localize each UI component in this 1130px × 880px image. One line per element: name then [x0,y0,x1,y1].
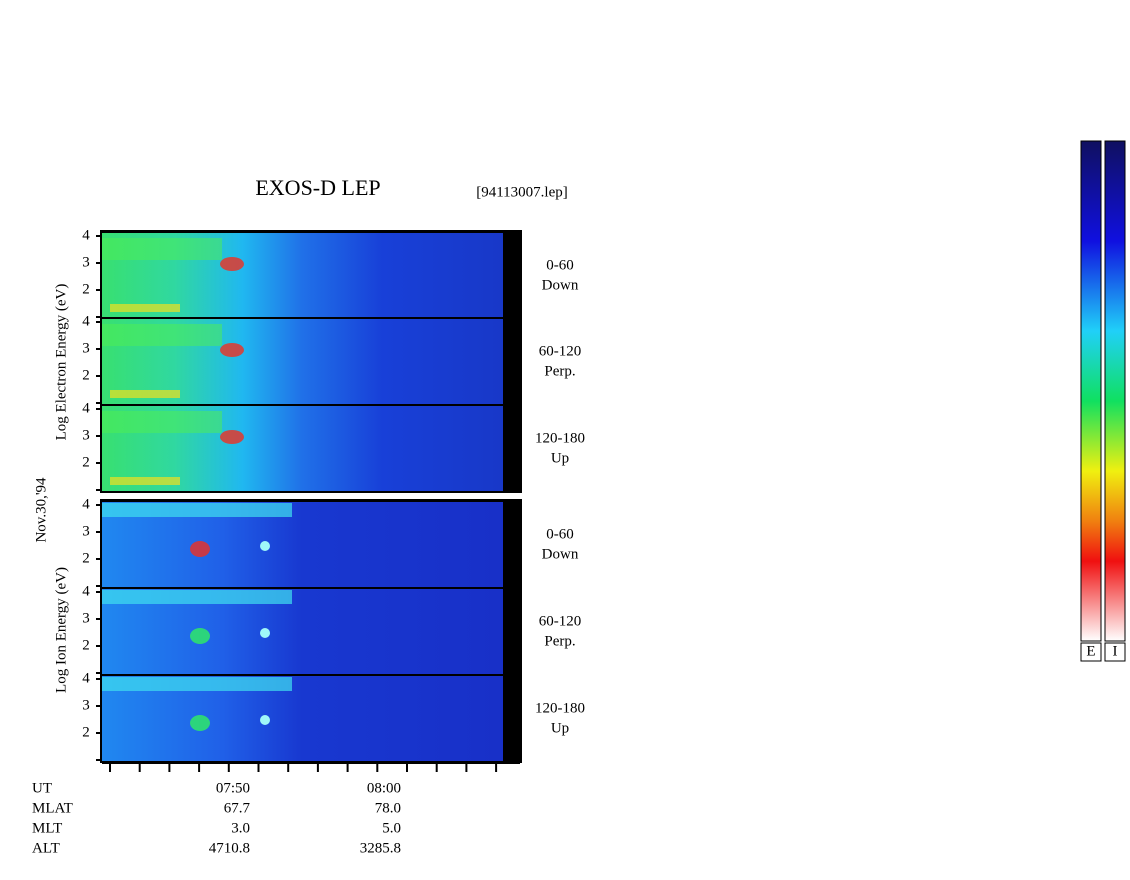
feature [190,628,210,644]
time-ticks [109,763,498,772]
panel-direction: Down [542,277,579,293]
data-gap [503,318,520,404]
time-table-cell: 07:50 [216,780,250,796]
data-gap [503,675,520,761]
electron-axis-label: Log Electron Energy (eV) [53,284,69,441]
time-table-cell: 3.0 [231,820,250,836]
feature [110,390,180,398]
time-table-cell: 4710.8 [209,840,250,856]
y-tick-label: 2 [82,637,90,653]
feature [220,430,244,444]
feature [102,590,292,604]
panel-range: 60-120 [539,343,582,359]
panel-direction: Up [551,450,569,466]
feature [102,238,222,260]
y-tick-label: 4 [82,227,90,243]
feature [220,257,244,271]
feature [102,324,222,346]
feature [102,677,292,691]
panel-range: 120-180 [535,430,585,446]
y-tick-label: 3 [82,427,90,443]
y-tick-label: 4 [82,496,90,512]
y-tick-label: 3 [82,610,90,626]
feature [102,411,222,433]
panel-range: 60-120 [539,613,582,629]
y-tick-label: 2 [82,550,90,566]
feature [190,541,210,557]
data-gap [503,232,520,318]
date: Nov.30,'94 [33,477,49,543]
time-table-cell: UT [32,780,52,796]
y-tick-label: 3 [82,523,90,539]
data-gap [503,501,520,587]
y-tick-label: 4 [82,670,90,686]
y-tick-label: 2 [82,724,90,740]
feature [220,343,244,357]
time-table-cell: MLAT [32,800,73,816]
panel-range: 120-180 [535,700,585,716]
feature [260,628,270,638]
y-tick-label: 4 [82,400,90,416]
panel-direction: Down [542,546,579,562]
colorbar [1080,140,1102,642]
panel-range: 0-60 [546,257,574,273]
data-gap [503,405,520,491]
feature [110,304,180,312]
panels: 4 3 2 0-60 Down 4 3 2 60-120 Perp. 4 3 2 120-180 Up 4 3 2… [82,227,585,763]
panel-range: 0-60 [546,526,574,542]
y-tick-label: 3 [82,697,90,713]
time-table-cell: 67.7 [224,800,251,816]
time-table-cell: 3285.8 [360,840,401,856]
time-table-cell: 5.0 [382,820,401,836]
data-gap [503,588,520,674]
y-tick-label: 2 [82,454,90,470]
feature [110,477,180,485]
panel-direction: Perp. [544,633,575,649]
feature [260,541,270,551]
y-tick-label: 3 [82,254,90,270]
colorbar-label: E [1086,643,1095,659]
colorbar-label: I [1113,643,1118,659]
time-table-cell: 78.0 [375,800,401,816]
time-table-cell: ALT [32,840,60,856]
file-name: [94113007.lep] [476,184,568,200]
colorbar-label-box [1104,642,1126,662]
panel-direction: Up [551,720,569,736]
y-tick-label: 4 [82,313,90,329]
panel-direction: Perp. [544,363,575,379]
y-tick-label: 2 [82,367,90,383]
colorbar [1104,140,1126,642]
feature [190,715,210,731]
title: EXOS-D LEP [255,175,380,200]
time-table: UT 07:50 08:00 MLAT 67.7 78.0 MLT 3.0 5.0 ALT 4710… [32,780,401,856]
time-table-cell: 08:00 [367,780,401,796]
colorbar-label-box [1080,642,1102,662]
feature [102,503,292,517]
y-tick-label: 3 [82,340,90,356]
ion-axis-label: Log Ion Energy (eV) [53,567,69,693]
frame [100,230,522,493]
y-tick-label: 2 [82,281,90,297]
time-table-cell: MLT [32,820,62,836]
y-tick-label: 4 [82,583,90,599]
feature [260,715,270,725]
